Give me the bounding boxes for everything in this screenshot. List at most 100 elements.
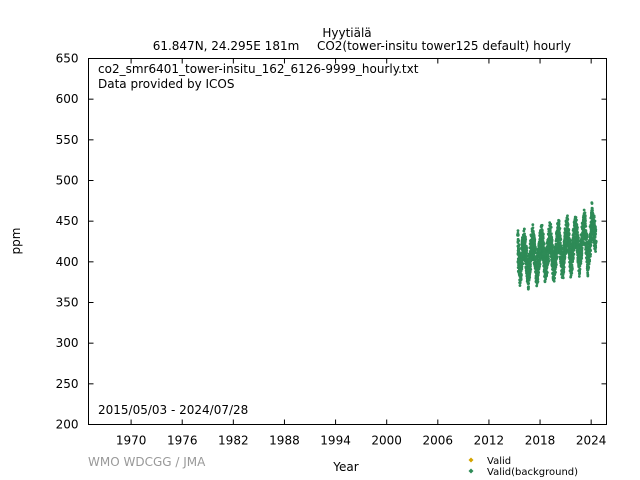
data-point-band bbox=[548, 229, 552, 233]
x-tick-label: 1982 bbox=[218, 434, 249, 448]
data-point bbox=[528, 258, 532, 263]
data-point bbox=[516, 233, 520, 237]
data-point-band bbox=[566, 217, 570, 221]
data-point-band bbox=[583, 214, 587, 217]
data-point-band bbox=[585, 238, 588, 241]
plot-area-frame bbox=[88, 58, 607, 425]
data-point bbox=[594, 239, 598, 244]
data-point-band bbox=[589, 240, 593, 244]
x-tick-label: 1976 bbox=[167, 434, 198, 448]
data-point bbox=[585, 258, 590, 263]
data-point-band bbox=[547, 257, 550, 261]
data-point bbox=[577, 261, 582, 266]
data-point bbox=[523, 247, 528, 252]
data-point-band bbox=[584, 224, 588, 228]
y-tick-label: 650 bbox=[56, 52, 79, 66]
legend-marker-valid-background bbox=[468, 468, 474, 474]
data-point-band bbox=[568, 238, 572, 242]
data-point bbox=[556, 230, 561, 235]
data-point bbox=[546, 245, 550, 249]
data-point-band bbox=[578, 271, 582, 275]
data-point-band bbox=[570, 267, 574, 271]
data-point-band bbox=[575, 218, 578, 222]
data-point-band bbox=[544, 277, 548, 281]
data-point-band bbox=[572, 248, 576, 252]
data-point-band bbox=[586, 274, 590, 278]
data-point bbox=[560, 264, 564, 268]
data-point-band bbox=[520, 267, 524, 271]
data-point-band bbox=[531, 229, 535, 233]
data-point-band bbox=[543, 280, 547, 284]
data-point bbox=[580, 235, 585, 240]
x-axis-label: Year bbox=[332, 460, 358, 474]
data-point bbox=[554, 243, 559, 248]
y-tick-label: 550 bbox=[56, 133, 79, 147]
data-point-band bbox=[585, 235, 589, 239]
x-tick-label: 2018 bbox=[525, 434, 556, 448]
data-point-band bbox=[566, 222, 570, 226]
data-point bbox=[520, 251, 524, 256]
data-point-band bbox=[518, 280, 522, 284]
data-point-band bbox=[521, 262, 525, 266]
x-tick-label: 1994 bbox=[320, 434, 351, 448]
data-point-band bbox=[564, 246, 568, 250]
data-point-band bbox=[534, 248, 538, 251]
data-point-band bbox=[541, 233, 545, 236]
data-point bbox=[563, 240, 567, 245]
data-point-band bbox=[522, 227, 526, 231]
data-point-band bbox=[590, 202, 594, 205]
data-point-band bbox=[527, 285, 530, 288]
data-point-band bbox=[570, 271, 574, 275]
data-point-band bbox=[542, 242, 546, 246]
data-filename: co2_smr6401_tower-insitu_162_6126-9999_h… bbox=[98, 62, 419, 76]
data-point-band bbox=[559, 245, 563, 249]
data-point-band bbox=[594, 250, 597, 253]
data-point bbox=[588, 234, 593, 238]
data-point bbox=[537, 248, 542, 253]
legend-marker-valid bbox=[468, 457, 474, 463]
data-point bbox=[550, 253, 555, 258]
data-point bbox=[565, 227, 570, 232]
data-point-band bbox=[567, 232, 571, 236]
data-point bbox=[584, 243, 589, 248]
data-point bbox=[519, 264, 523, 268]
data-point bbox=[516, 250, 521, 254]
legend: Valid Valid(background) bbox=[468, 456, 578, 478]
data-point-band bbox=[517, 243, 521, 247]
data-point-band bbox=[524, 238, 528, 242]
data-point-band bbox=[525, 251, 528, 255]
data-point-band bbox=[593, 219, 597, 223]
data-point bbox=[567, 248, 572, 253]
data-point-band bbox=[527, 282, 531, 285]
data-point-band bbox=[536, 277, 540, 281]
data-point bbox=[576, 245, 580, 249]
data-point bbox=[539, 235, 544, 240]
data-point bbox=[590, 215, 594, 219]
data-point-band bbox=[554, 270, 557, 274]
data-point-band bbox=[572, 252, 576, 256]
data-point-band bbox=[594, 246, 598, 249]
data-point bbox=[559, 251, 563, 256]
data-point bbox=[591, 227, 596, 232]
data-point bbox=[516, 260, 521, 264]
data-point-band bbox=[582, 208, 586, 212]
data-point-band bbox=[577, 274, 581, 278]
y-tick-label: 250 bbox=[56, 377, 79, 391]
data-point-band bbox=[558, 226, 562, 230]
data-point-band bbox=[569, 274, 573, 277]
data-point-band bbox=[566, 214, 569, 218]
data-point-band bbox=[552, 279, 556, 283]
data-point bbox=[568, 262, 573, 267]
data-points bbox=[516, 201, 598, 291]
legend-label-valid: Valid bbox=[487, 456, 511, 467]
chart-title-location: 61.847N, 24.295E 181m bbox=[153, 39, 300, 53]
data-point bbox=[544, 261, 549, 266]
data-point-band bbox=[589, 249, 592, 253]
data-point bbox=[522, 240, 526, 245]
y-tick-label: 450 bbox=[56, 214, 79, 228]
data-point-band bbox=[583, 211, 587, 215]
data-point bbox=[543, 266, 547, 271]
data-point-band bbox=[528, 270, 532, 274]
y-tick-label: 350 bbox=[56, 296, 79, 310]
data-point-band bbox=[591, 209, 594, 212]
